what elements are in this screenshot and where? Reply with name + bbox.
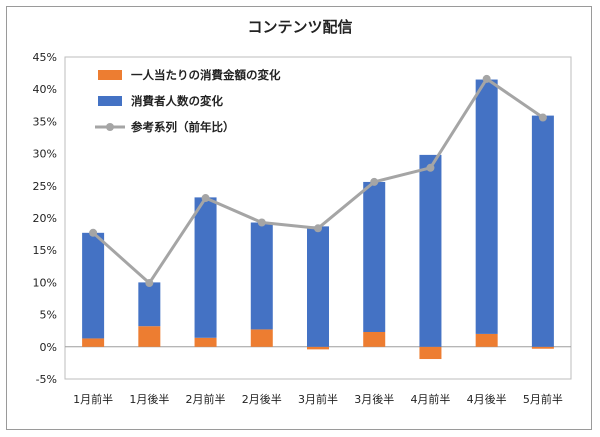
y-tick-label: 10%	[33, 276, 57, 289]
x-tick-label: 5月前半	[523, 392, 563, 406]
bar-segment	[307, 346, 329, 350]
y-tick-label: -5%	[36, 373, 57, 386]
legend-label: 参考系列（前年比）	[130, 120, 235, 134]
bar-segment	[138, 326, 161, 347]
x-tick-label: 4月前半	[410, 392, 450, 406]
y-tick-label: 45%	[33, 51, 57, 64]
bar-segment	[363, 331, 386, 347]
line-point	[145, 279, 154, 288]
bar-segment	[531, 346, 554, 349]
y-tick-label: 0%	[40, 341, 57, 354]
line-point	[538, 113, 547, 122]
chart-frame: コンテンツ配信 -5% 0% 5% 10% 15% 20% 25% 30% 35% 40% 45% 1…	[6, 6, 592, 430]
bar-segment	[363, 181, 386, 332]
bars	[82, 79, 554, 360]
chart: コンテンツ配信 -5% 0% 5% 10% 15% 20% 25% 30% 35% 40% 45% 1…	[33, 18, 572, 406]
line-point	[426, 163, 435, 172]
y-tick-label: 25%	[33, 180, 57, 193]
bar-segment	[250, 222, 273, 330]
x-tick-label: 2月前半	[186, 392, 226, 406]
x-tick-label: 1月前半	[73, 392, 113, 406]
y-tick-label: 30%	[33, 148, 57, 161]
bar-segment	[531, 115, 554, 347]
bar-segment	[419, 154, 442, 347]
line-point	[257, 218, 266, 227]
reference-line	[89, 74, 547, 288]
bar-segment	[138, 282, 161, 327]
x-tick-label: 3月前半	[298, 392, 338, 406]
y-tick-label: 40%	[33, 83, 57, 96]
bar-segment	[194, 337, 217, 347]
bar-segment	[475, 79, 498, 334]
x-tick-label: 2月後半	[242, 392, 282, 406]
y-tick-label: 20%	[33, 212, 57, 225]
x-tick-label: 3月後半	[354, 392, 394, 406]
bar-segment	[250, 329, 273, 347]
bar-segment	[194, 197, 217, 338]
bar-segment	[475, 333, 498, 347]
x-tick-label: 1月後半	[129, 392, 169, 406]
y-tick-label: 5%	[40, 309, 57, 322]
plot-area	[64, 56, 572, 380]
y-tick-label: 15%	[33, 244, 57, 257]
legend-swatch	[98, 96, 122, 106]
line-point	[89, 228, 98, 237]
bar-segment	[82, 232, 105, 339]
line-point	[370, 177, 379, 186]
line-point	[201, 194, 210, 203]
bar-segment	[307, 226, 329, 347]
bar-segment	[419, 346, 442, 360]
axes: -5% 0% 5% 10% 15% 20% 25% 30% 35% 40% 45% 1月前半 1月後半 2…	[33, 51, 572, 406]
legend-label: 消費者人数の変化	[131, 94, 223, 108]
line-point	[482, 74, 491, 83]
legend-marker	[106, 123, 114, 131]
x-tick-label: 4月後半	[467, 392, 507, 406]
legend-swatch	[98, 70, 122, 80]
y-tick-label: 35%	[33, 115, 57, 128]
chart-title: コンテンツ配信	[247, 18, 352, 36]
bar-segment	[82, 338, 105, 347]
legend-label: 一人当たりの消費金額の変化	[131, 68, 281, 82]
line-point	[314, 224, 322, 233]
